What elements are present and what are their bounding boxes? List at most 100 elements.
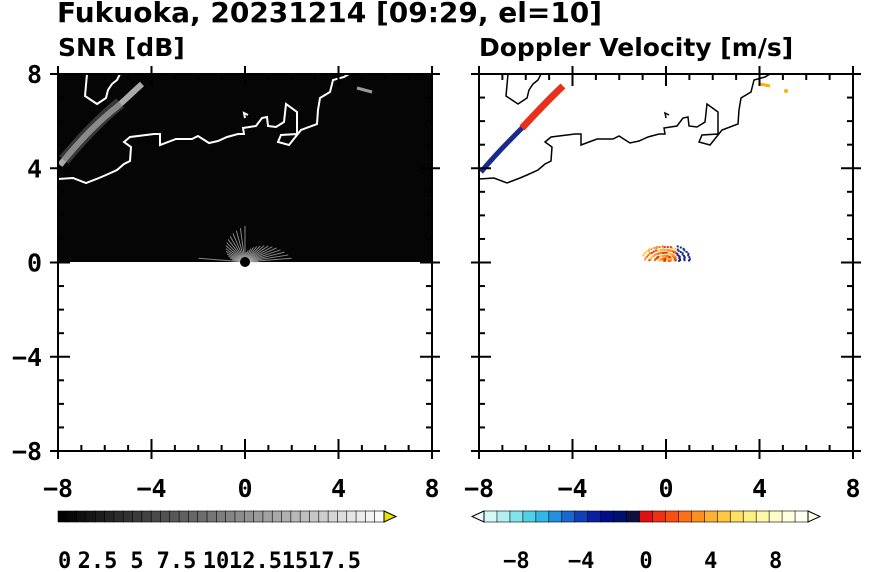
snr-colorbar	[57, 510, 398, 523]
clutter-pixel	[683, 249, 686, 252]
doppler-colorbar-label: −4	[568, 549, 595, 572]
clutter-pixel	[663, 246, 666, 249]
doppler-colorbar-cell	[678, 510, 693, 523]
clutter-pixel	[668, 260, 671, 262]
clutter-pixel	[674, 247, 677, 250]
clutter-pixel	[647, 253, 650, 256]
clutter-pixel	[654, 258, 657, 261]
clutter-pixel	[666, 252, 669, 255]
clutter-pixel	[664, 254, 667, 257]
clutter-pixel	[669, 256, 672, 259]
clutter-ray	[244, 249, 281, 263]
snr-colorbar-label: 15	[282, 549, 309, 572]
clutter-pixel	[678, 257, 681, 260]
snr-y-tick-label: 0	[27, 249, 42, 278]
doppler-colorbar-cell	[755, 510, 770, 523]
snr-colorbar-cell	[374, 510, 385, 523]
clutter-ray	[244, 251, 285, 263]
clutter-pixel	[673, 254, 676, 257]
doppler-colorbar-cell	[548, 510, 563, 523]
clutter-pixel	[681, 253, 684, 256]
doppler-colorbar-cell	[574, 510, 589, 523]
doppler-colorbar-cell	[626, 510, 641, 523]
doppler-colorbar-label: −8	[503, 549, 530, 572]
clutter-pixel	[671, 250, 674, 253]
clutter-pixel	[648, 249, 651, 252]
clutter-pixel	[677, 254, 680, 257]
doppler-colorbar-cell	[652, 510, 667, 523]
snr-colorbar-cell	[318, 510, 329, 523]
clutter-pixel	[657, 252, 660, 255]
snr-colorbar-cell	[85, 510, 97, 523]
clutter-pixel	[655, 252, 658, 255]
snr-colorbar-cell	[327, 510, 339, 523]
clutter-pixel	[676, 252, 679, 255]
clutter-pixel	[665, 251, 668, 254]
snr-colorbar-label: 7.5	[157, 549, 197, 572]
clutter-pixel	[666, 248, 668, 251]
snr-y-tick-label: 8	[27, 60, 42, 89]
clutter-pixel	[687, 252, 690, 255]
snr-colorbar-cell	[346, 510, 357, 523]
clutter-pixel	[648, 259, 651, 262]
doppler-colorbar	[470, 510, 822, 523]
clutter-pixel	[671, 247, 674, 250]
clutter-ray	[235, 230, 246, 263]
doppler-colorbar-cell	[665, 510, 680, 523]
clutter-pixel	[657, 255, 660, 258]
snr-x-tick-label: −8	[43, 474, 73, 503]
snr-tick-marks	[50, 66, 440, 459]
snr-colorbar-cell	[122, 510, 134, 523]
clutter-pixel	[682, 254, 685, 257]
snr-y-tick-label: −8	[12, 437, 42, 466]
doppler-receding-streak	[519, 83, 566, 131]
snr-colorbar-cell	[309, 510, 320, 523]
doppler-colorbar-cell	[613, 510, 628, 523]
snr-radar-center	[240, 257, 250, 267]
doppler-x-tick-label: −4	[557, 474, 587, 503]
clutter-pixel	[662, 259, 665, 262]
snr-colorbar-cell	[104, 510, 115, 523]
snr-colorbar-cell	[113, 510, 124, 523]
snr-colorbar-cell	[178, 510, 190, 523]
snr-colorbar-cell	[337, 510, 348, 523]
doppler-x-tick-label: −8	[464, 474, 494, 503]
clutter-pixel	[666, 246, 669, 249]
doppler-colorbar-cell	[639, 510, 654, 523]
clutter-pixel	[653, 259, 656, 262]
clutter-pixel	[669, 252, 672, 255]
clutter-pixel	[661, 255, 664, 258]
clutter-pixel	[645, 250, 648, 253]
clutter-pixel	[670, 259, 673, 262]
clutter-pixel	[682, 247, 685, 250]
snr-x-tick-label: −4	[136, 474, 166, 503]
clutter-ray	[244, 257, 292, 263]
clutter-pixel	[646, 255, 649, 258]
clutter-pixel	[654, 249, 657, 252]
doppler-colorbar-cell	[691, 510, 706, 523]
doppler-far-echo-dot	[784, 89, 788, 93]
doppler-x-tick-label: 0	[658, 474, 673, 503]
snr-colorbar-extend-max	[383, 510, 398, 523]
clutter-pixel	[679, 250, 682, 253]
snr-echo-spot	[356, 86, 373, 94]
snr-colorbar-label: 12.5	[229, 549, 282, 572]
clutter-pixel	[653, 246, 656, 249]
clutter-pixel	[658, 246, 661, 249]
clutter-pixel	[668, 248, 671, 251]
clutter-pixel	[644, 256, 647, 259]
snr-colorbar-label: 10	[203, 549, 230, 572]
clutter-pixel	[673, 259, 676, 262]
clutter-pixel	[656, 249, 659, 252]
clutter-pixel	[676, 245, 679, 248]
clutter-pixel	[683, 259, 686, 262]
snr-colorbar-cell	[160, 510, 171, 523]
clutter-pixel	[678, 255, 681, 258]
clutter-pixel	[671, 254, 674, 257]
clutter-pixel	[681, 252, 684, 255]
doppler-colorbar-cell	[561, 510, 576, 523]
clutter-pixel	[676, 253, 679, 256]
clutter-pixel	[661, 245, 664, 248]
doppler-panel: −8 −4 0 4 8	[464, 66, 861, 503]
clutter-ray	[198, 257, 246, 263]
